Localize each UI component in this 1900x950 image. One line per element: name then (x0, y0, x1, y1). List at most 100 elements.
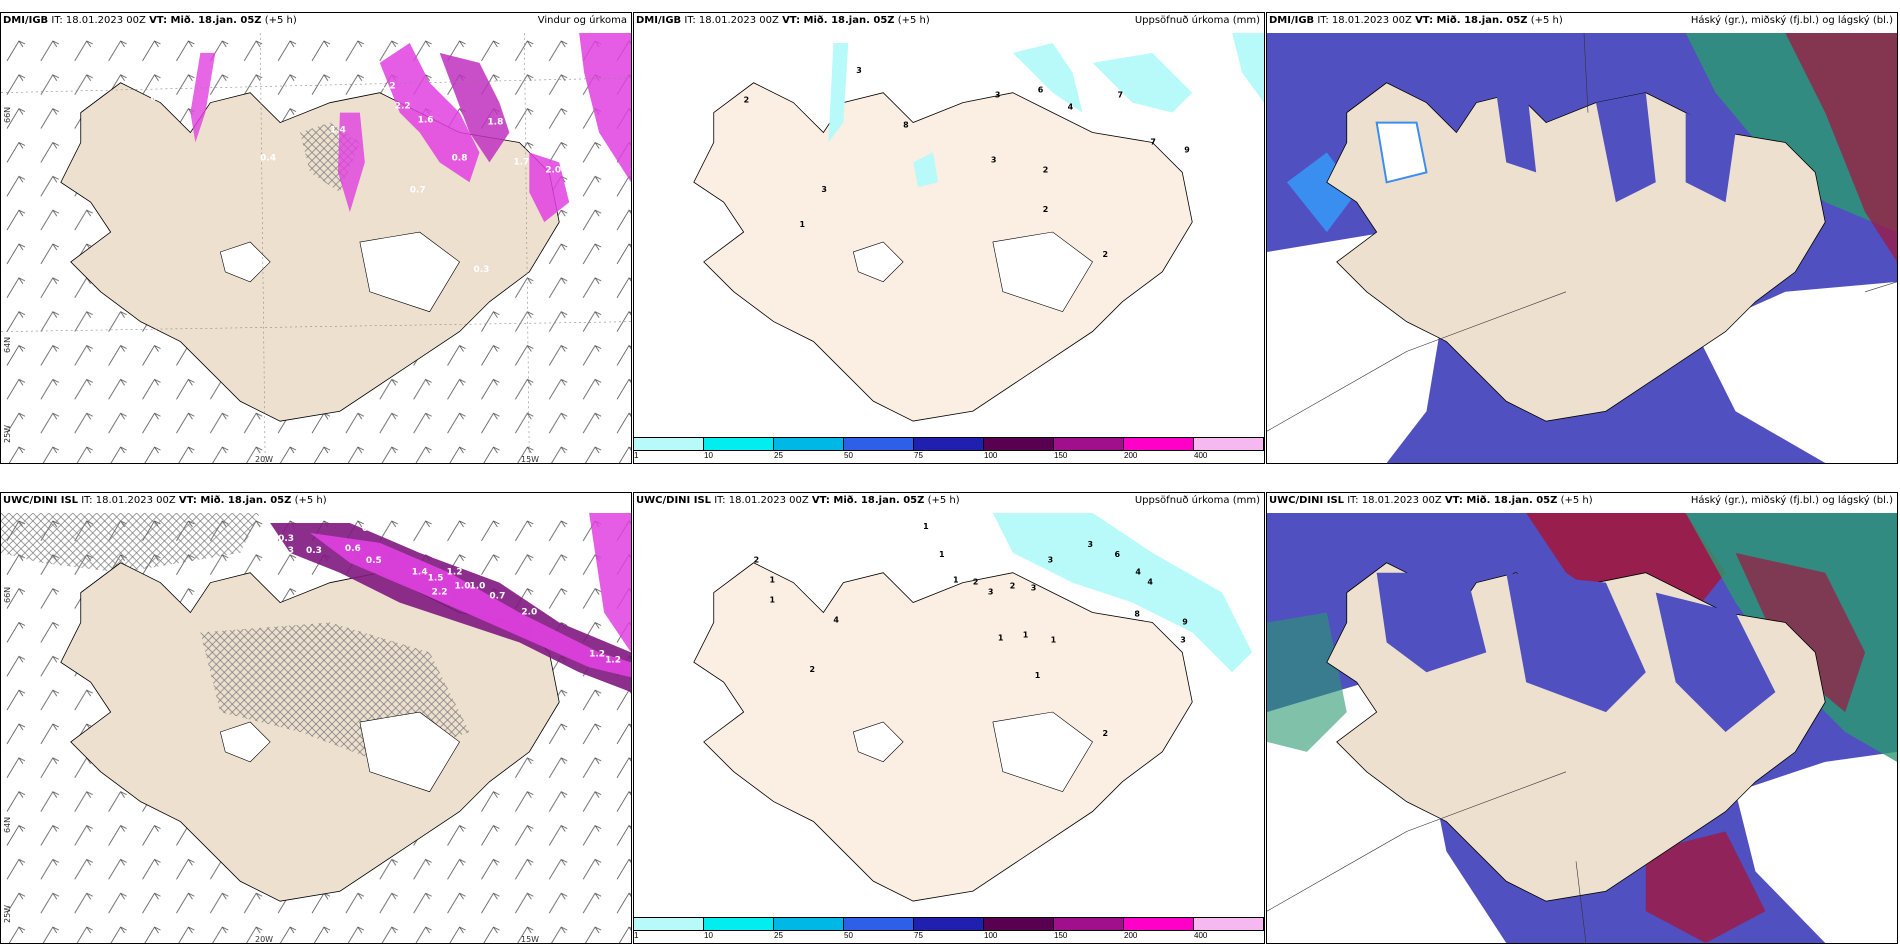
accum-value: 9 (1182, 617, 1188, 626)
product-title: Vindur og úrkoma (537, 15, 627, 26)
accum-value: 7 (1150, 137, 1156, 146)
accum-value: 1 (770, 596, 776, 605)
lon-label: 20W (255, 935, 274, 944)
panel-header: DMI/IGB IT: 18.01.2023 00Z VT: Mið. 18.j… (3, 15, 297, 26)
accum-value: 6 (1038, 86, 1044, 95)
colorbar-swatch (1124, 918, 1194, 930)
accum-value: 4 (1135, 568, 1141, 577)
accum-value: 2 (1043, 205, 1049, 214)
accum-value: 4 (1147, 578, 1153, 587)
panel-top-wind: DMI/IGB IT: 18.01.2023 00Z VT: Mið. 18.j… (0, 12, 632, 464)
accum-value: 2 (1010, 582, 1016, 591)
accum-value: 1 (998, 633, 1004, 642)
precip-value: 0.3 (306, 546, 322, 556)
precip-value: 2.2 (395, 102, 411, 112)
colorbar-swatch (844, 438, 914, 450)
accum-value: 4 (833, 615, 839, 624)
colorbar-swatch (1194, 918, 1264, 930)
precip-value: 0.6 (362, 524, 378, 534)
precip-value: 2.0 (521, 608, 537, 618)
precip-value: 1.6 (418, 116, 434, 126)
precip-value: 0.4 (559, 615, 575, 625)
colorbar-swatch (634, 918, 704, 930)
lat-label: 64N (3, 336, 12, 353)
accum-value: 3 (1180, 635, 1186, 644)
panel-bottom-wind: UWC/DINI ISL IT: 18.01.2023 00Z VT: Mið.… (0, 492, 632, 944)
precip-value: 0.7 (151, 94, 167, 104)
colorbar-label: 50 (844, 931, 853, 940)
colorbar-swatch (914, 918, 984, 930)
panel-bottom-cloud: UWC/DINI ISL IT: 18.01.2023 00Z VT: Mið.… (1266, 492, 1898, 944)
colorbar-swatch (774, 918, 844, 930)
accum-value: 3 (1088, 540, 1094, 549)
precip-value: 0.4 (260, 153, 276, 163)
precip-value: 0.3 (278, 546, 294, 556)
colorbar-swatch (774, 438, 844, 450)
precip-value: 1.8 (487, 118, 503, 128)
precip-value: 0.8 (452, 153, 468, 163)
lat-label: 66N (3, 106, 12, 123)
lon-label: 15W (521, 935, 540, 944)
accum-value: 3 (995, 91, 1001, 100)
accum-value: 1 (1023, 630, 1029, 639)
accum-value: 2 (1103, 250, 1109, 259)
precip-value: 1.4 (412, 568, 428, 578)
panel-header: UWC/DINI ISL IT: 18.01.2023 00Z VT: Mið.… (3, 495, 327, 506)
colorbar-label: 150 (1054, 931, 1068, 940)
accum-value: 2 (809, 665, 815, 674)
precip-value: 1.0 (470, 582, 486, 592)
colorbar-swatch (984, 438, 1054, 450)
product-title: Uppsöfnuð úrkoma (mm) (1134, 15, 1260, 26)
product-title: Háský (gr.), miðský (fj.bl.) og lágský (… (1690, 15, 1893, 26)
accum-precip-map: 3 2 8 3 6 4 7 7 9 3 2 2 2 1 3 (634, 33, 1264, 433)
colorbar-labels: 1 10 25 50 75 100 150 200 400 (634, 451, 1264, 463)
wind-precip-map: 0.3 0.3 0.3 0.6 0.6 0.5 1.4 1.5 2.2 1.2 … (1, 513, 631, 943)
colorbar-swatch (984, 918, 1054, 930)
accum-value: 2 (744, 96, 750, 105)
panel-top-cloud: DMI/IGB IT: 18.01.2023 00Z VT: Mið. 18.j… (1266, 12, 1898, 464)
accum-value: 7 (1117, 91, 1123, 100)
panel-bottom-accum: UWC/DINI ISL IT: 18.01.2023 00Z VT: Mið.… (633, 492, 1265, 944)
panel-header: DMI/IGB IT: 18.01.2023 00Z VT: Mið. 18.j… (1269, 15, 1563, 26)
precip-value: 0.7 (410, 185, 426, 195)
panel-header: UWC/DINI ISL IT: 18.01.2023 00Z VT: Mið.… (1269, 495, 1593, 506)
lat-label: 25W (3, 904, 12, 923)
accum-value: 1 (1035, 671, 1041, 680)
precip-value: 1.4 (330, 126, 346, 136)
precip-value: 1.5 (428, 574, 444, 584)
accum-value: 3 (991, 155, 997, 164)
colorbar-label: 75 (914, 931, 923, 940)
precip-value: 0.3 (474, 265, 490, 275)
colorbar-swatch (704, 438, 774, 450)
precip-value: 0.7 (489, 592, 505, 602)
accum-value: 1 (1051, 635, 1057, 644)
accum-value: 2 (1103, 729, 1109, 738)
colorbar-label: 200 (1124, 451, 1138, 460)
precip-value: 1.2 (605, 655, 621, 665)
accum-value: 1 (953, 576, 959, 585)
precip-value: 0.6 (345, 544, 361, 554)
colorbar-swatch (704, 918, 774, 930)
lon-label: 20W (255, 455, 274, 464)
product-title: Háský (gr.), miðský (fj.bl.) og lágský (… (1690, 495, 1893, 506)
colorbar-label: 75 (914, 451, 923, 460)
colorbar-label: 10 (704, 451, 713, 460)
accum-precip-map: 2 1 1 4 2 1 1 1 2 3 2 3 3 6 4 3 4 8 9 3 … (634, 513, 1264, 913)
lat-label: 64N (3, 816, 12, 833)
accum-value: 8 (1134, 609, 1140, 618)
colorbar-label: 400 (1194, 931, 1208, 940)
colorbar-swatch (634, 438, 704, 450)
colorbar-label: 400 (1194, 451, 1208, 460)
colorbar-label: 150 (1054, 451, 1068, 460)
colorbar-swatch (1054, 438, 1124, 450)
accum-value: 2 (754, 556, 760, 565)
colorbar (634, 437, 1264, 451)
accum-value: 4 (1068, 103, 1074, 112)
precip-value: 1.0 (455, 582, 471, 592)
accum-value: 6 (1114, 550, 1120, 559)
accum-value: 8 (903, 121, 909, 130)
precip-value: 1.7 (513, 157, 529, 167)
lat-label: 66N (3, 586, 12, 603)
colorbar (634, 917, 1264, 931)
colorbar-label: 1 (634, 931, 639, 940)
